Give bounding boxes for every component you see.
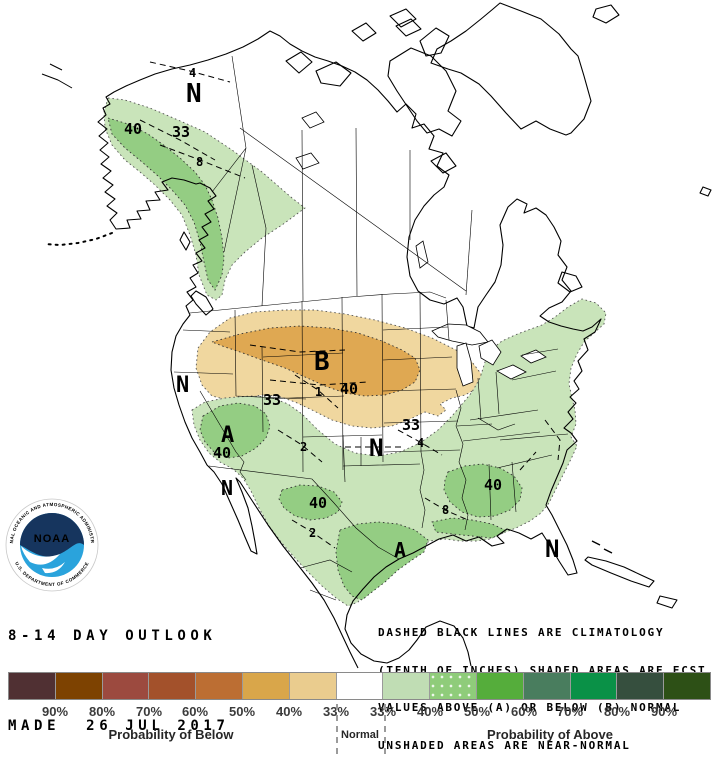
map-label: N: [186, 79, 202, 109]
map-label: 33: [263, 391, 281, 409]
legend-normal-divider: [336, 704, 338, 754]
map-label: 1: [315, 385, 322, 399]
map-label: B: [314, 347, 330, 377]
map-region-below-normal-plains: [195, 309, 483, 429]
climatology-dashed-lines: [139, 61, 561, 549]
map-label: 40: [484, 476, 502, 494]
map-label: 40: [213, 444, 231, 462]
map-labels: N 40 33 4 8 N B 40 33 33 A 40 N N 1 2 2 …: [124, 66, 559, 563]
note-line: (TENTH OF INCHES) SHADED AREAS ARE FCST: [378, 663, 707, 677]
map-label: 8: [442, 503, 449, 517]
map-label: 40: [124, 120, 142, 138]
map-label: 2: [300, 440, 307, 454]
noaa-ring-text-top: NATIONAL OCEANIC AND ATMOSPHERIC ADMINIS…: [0, 0, 95, 544]
note-block: DASHED BLACK LINES ARE CLIMATOLOGY (TENT…: [378, 602, 706, 759]
title-block: 8-14 DAY OUTLOOK PRECIPITATION PROBABILI…: [8, 599, 334, 759]
coastline-paths: [41, 2, 712, 669]
legend-swatch-normal: [336, 673, 384, 699]
north-america-map: N 40 33 4 8 N B 40 33 33 A 40 N N 1 2 2 …: [0, 0, 712, 669]
map-label: A: [221, 423, 234, 448]
noaa-logo-bird-icon: [21, 546, 60, 565]
map-label: 33: [172, 123, 190, 141]
title-line-variable: PRECIPITATION PROBABILITY: [8, 673, 334, 689]
note-line: DASHED BLACK LINES ARE CLIMATOLOGY: [378, 626, 665, 639]
map-label: A: [394, 538, 406, 562]
map-label: 4: [417, 436, 424, 450]
map-label: N: [545, 535, 559, 563]
map-label: 4: [189, 66, 196, 80]
note-line: UNSHADED AREAS ARE NEAR-NORMAL: [378, 738, 631, 752]
lakes: [295, 111, 547, 387]
title-line-outlook: 8-14 DAY OUTLOOK: [8, 628, 217, 644]
map-region-above-normal-northwest: [103, 97, 306, 301]
noaa-logo-wordmark: NOAA: [34, 533, 70, 545]
noaa-logo-navy-half: [20, 513, 84, 557]
note-line: VALUES ABOVE (A) OR BELOW (B) NORMAL: [378, 701, 682, 714]
map-label: N: [369, 434, 383, 462]
map-label: 40: [340, 380, 358, 398]
map-label: 2: [309, 526, 316, 540]
noaa-logo-bird-icon: [42, 562, 65, 574]
map-label: 40: [309, 494, 327, 512]
noaa-logo: NOAA NATIONAL OCEANIC AND ATMOSPHERIC AD…: [0, 0, 99, 592]
map-label: N: [221, 476, 233, 500]
map-label: 8: [196, 155, 203, 169]
map-region-above-normal-south-east: [191, 298, 607, 607]
legend-caption-normal: Normal: [341, 729, 379, 741]
map-label: 33: [402, 416, 420, 434]
border-lines: [173, 55, 569, 601]
map-label: N: [176, 373, 189, 398]
title-line-made-date: MADE 26 JUL 2017: [8, 718, 230, 734]
